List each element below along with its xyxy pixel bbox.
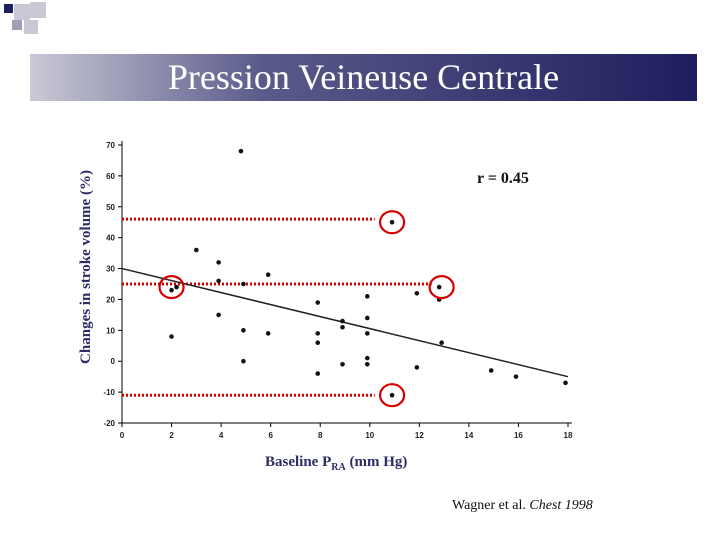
data-point [238,148,244,154]
x-tick-label: 10 [365,431,374,440]
y-tick-label: 10 [106,326,115,335]
data-point [389,392,395,398]
x-tick-label: 0 [120,431,125,440]
title-banner [30,54,697,101]
y-tick-label: 60 [106,172,115,181]
data-point [216,260,221,265]
x-tick-label: 12 [415,431,424,440]
data-point [315,331,321,336]
x-axis-label: Baseline PRA (mm Hg) [265,454,407,473]
x-tick-label: 6 [268,431,273,440]
data-point [216,278,221,284]
data-point [174,284,179,290]
data-point [216,312,221,318]
data-point [315,340,321,345]
data-point [365,294,370,299]
y-tick-label: -20 [103,419,115,428]
data-point [315,300,321,305]
regression-line [121,267,569,378]
data-point [365,355,370,361]
data-point [265,272,271,278]
x-axis-label-unit: (mm Hg) [349,454,408,470]
x-tick-label: 16 [514,431,523,440]
citation: Wagner et al. Chest 1998 [452,498,593,514]
data-point [340,324,345,330]
x-tick-label: 2 [169,431,174,440]
y-tick-label: 20 [106,295,115,304]
data-point [169,287,174,293]
x-tick-label: 8 [318,431,323,440]
x-tick-label: 18 [564,431,573,440]
correlation-annotation: r = 0.45 [477,170,529,187]
data-point [340,318,345,324]
data-point [436,284,442,290]
data-point [340,362,345,367]
highlight-circle [428,274,455,300]
highlight-circle [378,210,406,235]
x-axis-label-sub: RA [331,462,346,473]
data-point [563,380,568,386]
x-axis-label-main: Baseline P [265,454,332,470]
data-point [414,290,420,296]
data-point [315,371,321,376]
y-tick-label: 70 [106,141,115,150]
data-point [241,281,246,287]
decorative-squares [4,2,46,34]
y-tick-label: 40 [106,234,115,243]
x-tick-label: 14 [464,431,473,440]
x-tick-label: 4 [219,431,224,440]
citation-authors: Wagner et al. [452,498,526,513]
data-point [265,331,271,336]
y-tick-label: 50 [106,203,115,212]
data-point [389,219,395,225]
y-tick-label: 30 [106,265,115,274]
data-point [365,362,370,367]
data-point [241,328,246,333]
slide-title: Pression Veineuse Centrale [167,57,560,97]
data-point [414,365,420,370]
data-point [241,358,246,364]
highlight-circle [158,274,185,300]
data-point [169,334,174,339]
data-point [439,340,444,345]
data-point [513,374,519,379]
y-tick-label: 0 [111,357,116,366]
highlight-circle [378,383,406,408]
data-point [365,315,370,321]
y-axis-label: Changes in stroke volume (%) [78,170,94,364]
data-point [488,368,494,373]
data-point [194,247,199,253]
y-tick-label: -10 [103,388,115,397]
data-point [365,331,370,336]
citation-journal: Chest 1998 [529,498,593,513]
